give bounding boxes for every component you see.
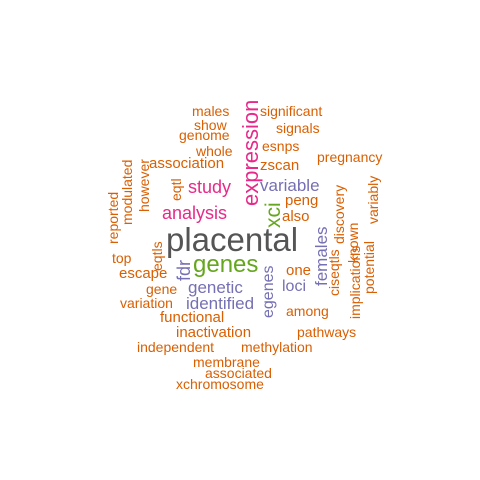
word-identified: identified bbox=[186, 294, 255, 313]
word-xci: xci bbox=[262, 202, 285, 228]
word-membrane: membrane bbox=[193, 354, 260, 370]
word-males: males bbox=[192, 103, 230, 119]
word-fdr: fdr bbox=[174, 259, 194, 281]
word-discovery: discovery bbox=[331, 184, 347, 244]
word-methylation: methylation bbox=[241, 339, 313, 355]
word-egenes: egenes bbox=[260, 265, 277, 319]
word-analysis: analysis bbox=[162, 203, 228, 223]
word-genome: genome bbox=[179, 127, 230, 143]
word-variation: variation bbox=[120, 295, 173, 311]
word-significant: significant bbox=[260, 103, 323, 119]
word-eqtl: eqtl bbox=[168, 178, 184, 201]
word-potential: potential bbox=[361, 241, 377, 294]
word-one: one bbox=[286, 262, 312, 279]
word-variably: variably bbox=[365, 175, 381, 224]
word-association: association bbox=[149, 155, 225, 172]
word-expression: expression bbox=[238, 99, 263, 206]
word-inactivation: inactivation bbox=[176, 324, 252, 341]
word-signals: signals bbox=[276, 120, 320, 136]
word-pregnancy: pregnancy bbox=[317, 149, 383, 165]
word-genes: genes bbox=[193, 251, 259, 278]
word-functional: functional bbox=[160, 309, 225, 326]
word-placental: placental bbox=[166, 221, 299, 258]
word-pathways: pathways bbox=[297, 324, 357, 340]
word-genetic: genetic bbox=[188, 278, 243, 297]
word-ciseqtls: ciseqtls bbox=[326, 249, 342, 296]
word-implications: implications bbox=[347, 245, 363, 319]
word-show: show bbox=[194, 117, 227, 133]
word-among: among bbox=[286, 303, 329, 319]
word-reported: reported bbox=[105, 191, 121, 244]
word-xchromosome: xchromosome bbox=[176, 376, 264, 392]
word-escape: escape bbox=[119, 265, 168, 282]
word-esnps: esnps bbox=[262, 138, 300, 154]
word-loci: loci bbox=[282, 278, 307, 295]
word-peng: peng bbox=[285, 192, 319, 209]
word-modulated: modulated bbox=[119, 159, 135, 225]
word-associated: associated bbox=[205, 365, 272, 381]
word-variable: variable bbox=[260, 176, 320, 195]
word-whole: whole bbox=[196, 143, 233, 159]
word-independent: independent bbox=[137, 339, 215, 355]
word-zscan: zscan bbox=[260, 157, 300, 174]
word-however: however bbox=[136, 159, 152, 212]
word-top: top bbox=[112, 250, 132, 266]
word-also: also bbox=[282, 208, 310, 225]
word-gene: gene bbox=[146, 281, 178, 297]
word-study: study bbox=[188, 177, 232, 197]
